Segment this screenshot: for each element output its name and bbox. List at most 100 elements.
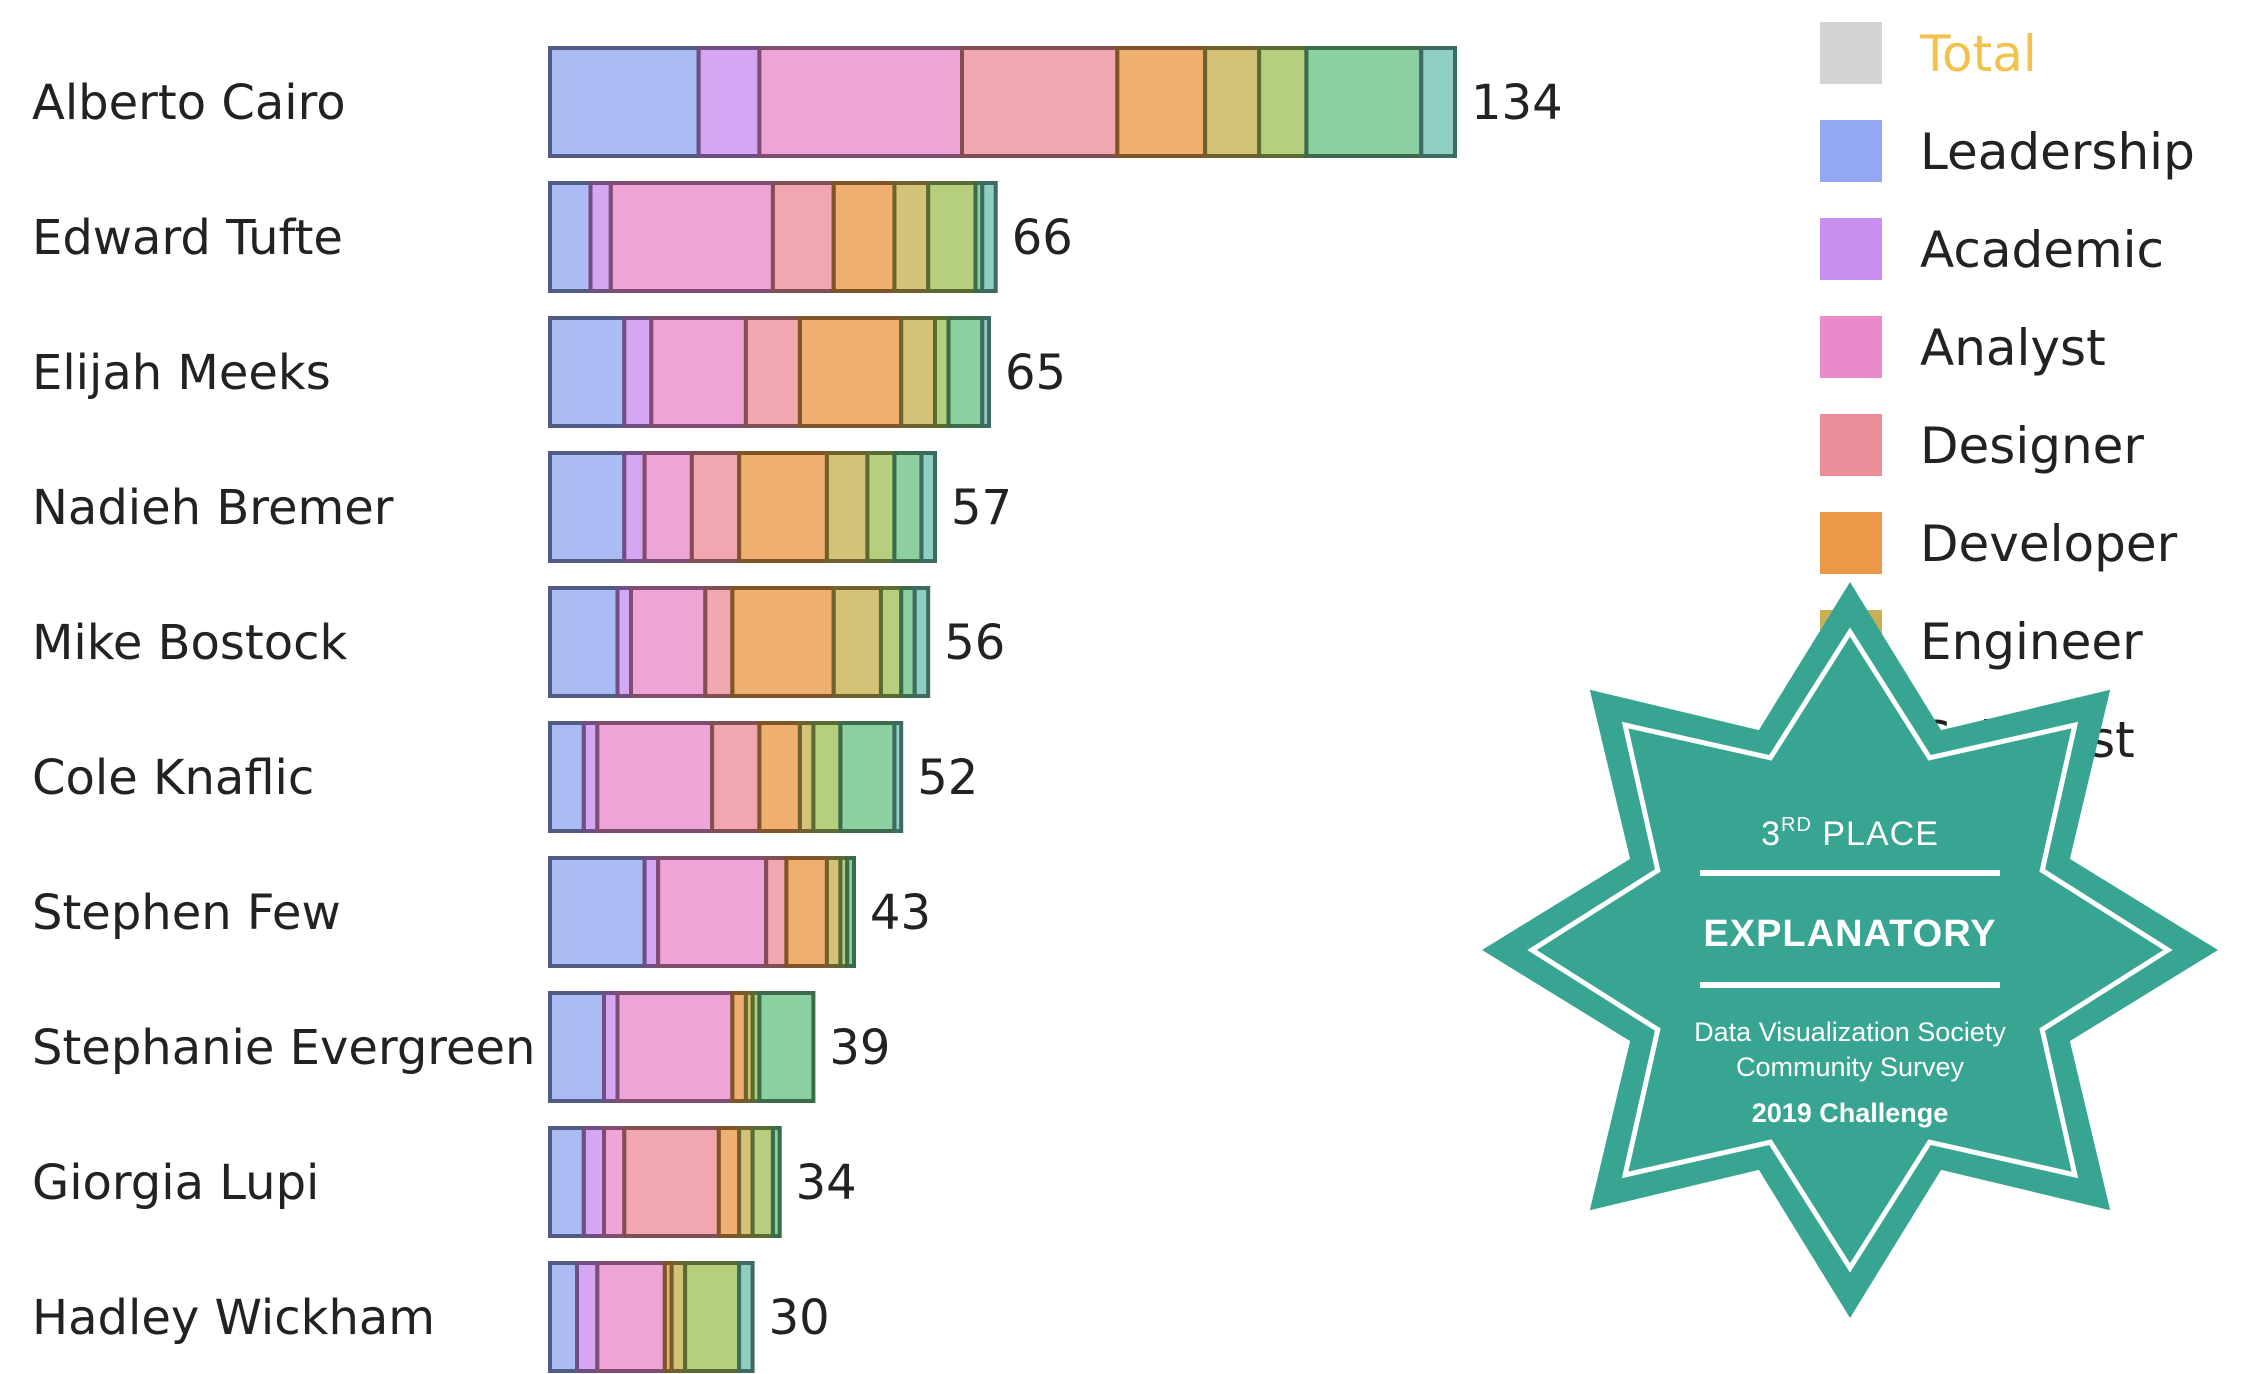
bar-segment	[1115, 46, 1208, 158]
bar-segment	[548, 721, 586, 833]
badge-category-text: EXPLANATORY	[1703, 913, 1996, 955]
total-value-label: 43	[870, 885, 931, 941]
bar-segment	[743, 316, 802, 428]
bar-segment	[581, 721, 600, 833]
total-value-label: 39	[829, 1020, 890, 1076]
bar-segment	[588, 181, 613, 293]
bar-segment	[730, 991, 748, 1103]
category-label: Cole Knaflic	[32, 750, 314, 806]
category-label: Giorgia Lupi	[32, 1155, 319, 1211]
bar-segment	[919, 451, 937, 563]
bar-segment	[757, 46, 965, 158]
bar-segment	[548, 316, 627, 428]
bar-segment	[838, 721, 897, 833]
bar-segment	[892, 181, 931, 293]
bar-segment	[615, 991, 735, 1103]
bar-segment	[642, 451, 694, 563]
badge-star-shape	[1482, 582, 2218, 1318]
bar-segment	[770, 181, 836, 293]
bar-segment	[548, 46, 701, 158]
bar-segment	[608, 181, 775, 293]
badge-year-text: 2019 Challenge	[1752, 1098, 1949, 1128]
bar-segment	[1419, 46, 1457, 158]
bar-segment	[757, 721, 802, 833]
legend-label: Engineer	[1920, 613, 2143, 671]
bar-segment	[764, 856, 789, 968]
total-value-labels: 134 66 65 57 56 52 43 39 34 30	[769, 75, 1563, 1346]
bar-segment	[656, 856, 769, 968]
bar-segment	[575, 1261, 600, 1373]
category-label: Stephen Few	[32, 885, 341, 941]
category-label: Hadley Wickham	[32, 1290, 435, 1346]
legend-swatch	[1820, 120, 1882, 182]
bar-segment	[737, 451, 829, 563]
bar-segment	[622, 451, 647, 563]
legend-label: Leadership	[1920, 123, 2195, 181]
total-value-label: 134	[1471, 75, 1563, 131]
category-label: Edward Tufte	[32, 210, 343, 266]
bar-segment	[703, 586, 735, 698]
bar-segment	[831, 586, 884, 698]
bar-segment	[797, 721, 816, 833]
bar-segment	[730, 586, 836, 698]
legend-label: Analyst	[1920, 319, 2106, 377]
category-label: Alberto Cairo	[32, 75, 346, 131]
bar-segment	[548, 991, 606, 1103]
bar-segment	[548, 181, 593, 293]
bar-segment	[669, 1261, 688, 1373]
total-value-label: 65	[1005, 345, 1066, 401]
legend-swatch	[1820, 316, 1882, 378]
bar-segment	[770, 1126, 782, 1238]
legend-label: Academic	[1920, 221, 2164, 279]
bar-segment	[811, 721, 843, 833]
bar-segment	[683, 1261, 742, 1373]
bar-segment	[912, 586, 931, 698]
bar-segment	[737, 1126, 755, 1238]
category-label: Mike Bostock	[32, 615, 348, 671]
category-label: Elijah Meeks	[32, 345, 331, 401]
bar-segment	[710, 721, 762, 833]
badge-divider-top	[1700, 870, 2000, 876]
bar-segment	[865, 451, 897, 563]
bar-segment	[629, 586, 708, 698]
bar-segment	[595, 721, 715, 833]
bar-segment	[642, 856, 661, 968]
bar-segment	[878, 586, 904, 698]
bar-segment	[548, 856, 647, 968]
bar-segment	[615, 586, 633, 698]
total-value-label: 52	[917, 750, 978, 806]
bar-segment	[899, 316, 938, 428]
bar-segment	[595, 1261, 667, 1373]
bar-segment	[933, 316, 951, 428]
badge-org-line1: Data Visualization Society	[1694, 1017, 2006, 1047]
bar-segment	[737, 1261, 755, 1373]
category-labels: Alberto Cairo Edward Tufte Elijah Meeks Nad…	[32, 75, 535, 1346]
bar-segment	[750, 1126, 775, 1238]
category-label: Stephanie Evergreen	[32, 1020, 535, 1076]
bar-segment	[622, 316, 654, 428]
award-badge: 3RD PLACE EXPLANATORY Data Visualization…	[1482, 582, 2218, 1318]
bar-segment	[845, 856, 857, 968]
legend-swatch	[1820, 218, 1882, 280]
legend-swatch	[1820, 512, 1882, 574]
bar-segment	[716, 1126, 742, 1238]
bar-segment	[602, 1126, 627, 1238]
legend-label: Developer	[1920, 515, 2178, 573]
bar-segment	[689, 451, 742, 563]
badge-star-outline	[1527, 627, 2173, 1273]
bar-segment	[824, 856, 843, 968]
category-label: Nadieh Bremer	[32, 480, 394, 536]
bar-segment	[581, 1126, 607, 1238]
bar-segment	[649, 316, 748, 428]
bar-segment	[1304, 46, 1424, 158]
bar-segment	[784, 856, 829, 968]
bar-segment	[548, 451, 627, 563]
bar-segment	[960, 46, 1120, 158]
bar-segment	[1203, 46, 1262, 158]
badge-org-line2: Community Survey	[1736, 1052, 1965, 1082]
total-value-label: 57	[951, 480, 1012, 536]
bar-segment	[548, 1261, 579, 1373]
bar-segment	[602, 991, 620, 1103]
bar-segment	[548, 1126, 586, 1238]
